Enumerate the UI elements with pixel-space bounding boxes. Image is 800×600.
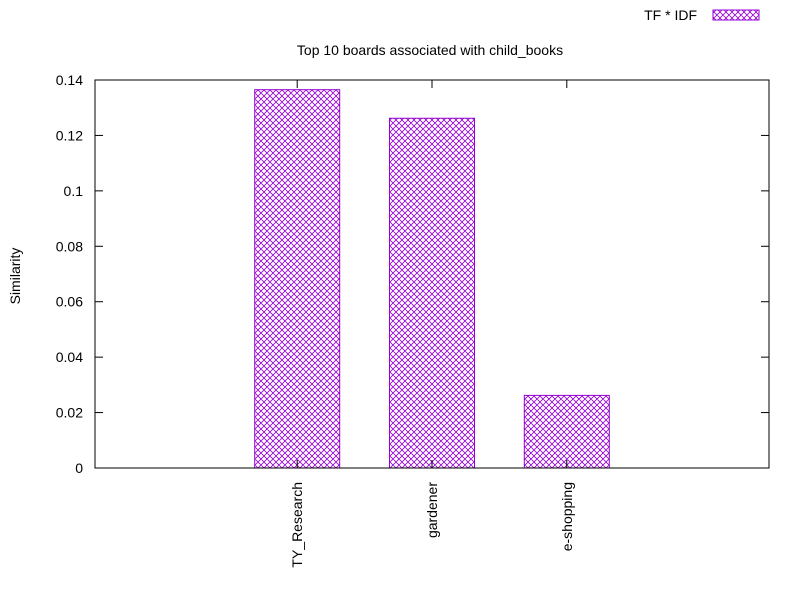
y-tick-label: 0 [75,460,83,476]
x-tick-label: e-shopping [559,482,575,551]
x-tick-label: TY_Research [289,482,305,568]
plot-area-border [94,79,770,469]
y-tick-label: 0.02 [56,405,83,421]
y-tick-label: 0.12 [56,127,83,143]
y-tick-label: 0.06 [56,294,83,310]
y-tick-label: 0.04 [56,349,83,365]
legend-swatch [712,9,760,21]
bar-gardener [389,117,475,469]
y-tick-label: 0.08 [56,238,83,254]
x-tick-label: gardener [424,482,440,538]
bar-e-shopping [523,394,610,469]
legend: TF * IDF [644,7,760,23]
x-axis-ticks: TY_Research gardener e-shopping [289,80,575,568]
y-axis-label: Similarity [7,248,23,305]
y-tick-label: 0.1 [64,183,84,199]
y-axis-ticks: 0 0.02 0.04 0.06 0.08 0.1 0.12 0.14 [56,72,769,476]
bar-ty-research [254,89,341,469]
bars-group [254,89,610,469]
legend-label: TF * IDF [644,7,697,23]
chart-title: Top 10 boards associated with child_book… [297,42,563,58]
y-tick-label: 0.14 [56,72,83,88]
